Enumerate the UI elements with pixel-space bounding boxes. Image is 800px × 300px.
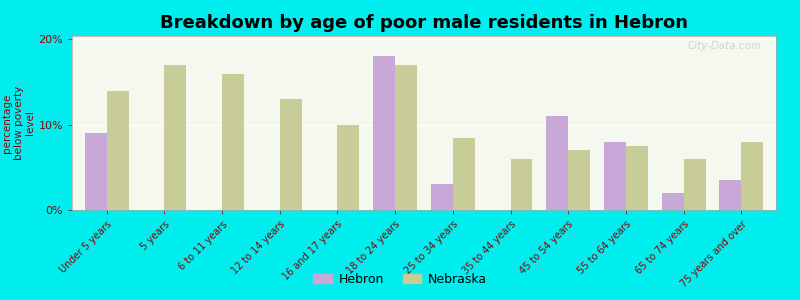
Bar: [431, 184, 453, 210]
Bar: [626, 146, 648, 210]
Text: City-Data.com: City-Data.com: [688, 41, 762, 51]
Bar: [395, 65, 417, 210]
Bar: [684, 159, 706, 210]
Bar: [222, 74, 244, 210]
Bar: [338, 125, 359, 210]
Bar: [510, 159, 533, 210]
Bar: [568, 150, 590, 210]
Bar: [85, 133, 106, 210]
Legend: Hebron, Nebraska: Hebron, Nebraska: [308, 268, 492, 291]
Bar: [374, 56, 395, 210]
Bar: [742, 142, 763, 210]
Bar: [106, 91, 129, 210]
Bar: [604, 142, 626, 210]
Bar: [280, 99, 302, 210]
Bar: [546, 116, 568, 210]
Title: Breakdown by age of poor male residents in Hebron: Breakdown by age of poor male residents …: [160, 14, 688, 32]
Bar: [662, 193, 684, 210]
Bar: [164, 65, 186, 210]
Y-axis label: percentage
below poverty
level: percentage below poverty level: [2, 86, 35, 160]
Bar: [453, 137, 474, 210]
Bar: [719, 180, 742, 210]
